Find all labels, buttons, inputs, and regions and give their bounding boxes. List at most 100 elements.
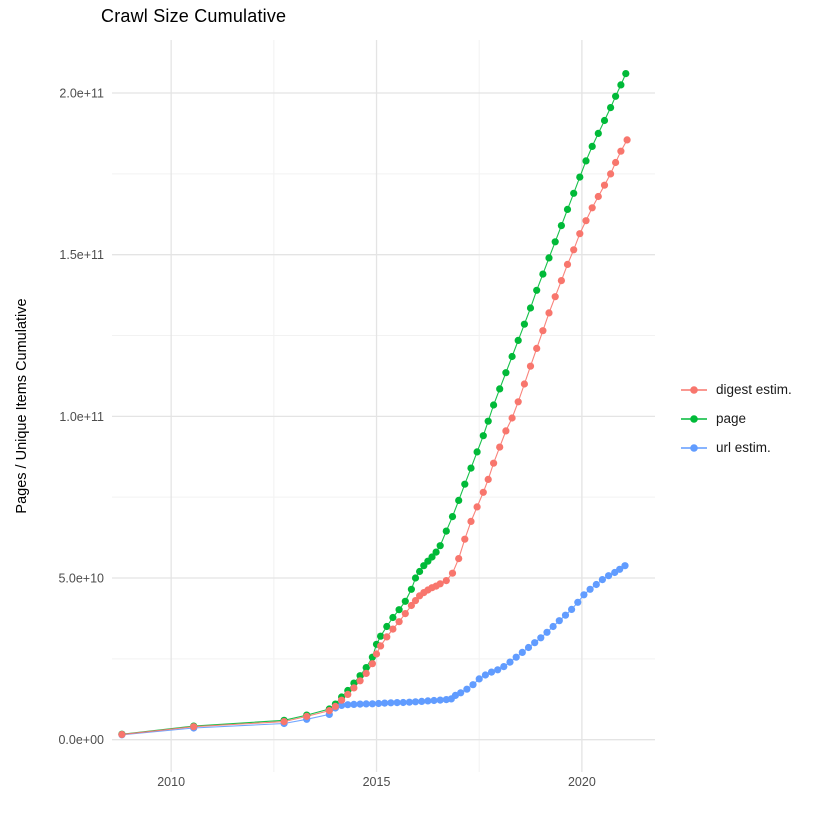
data-point-page [551, 238, 559, 246]
data-point-url-estim- [362, 700, 370, 708]
data-point-url-estim- [469, 681, 477, 689]
data-point-digest-estim- [338, 696, 346, 704]
data-point-url-estim- [555, 617, 563, 625]
data-point-digest-estim- [303, 712, 311, 721]
data-point-digest-estim- [411, 597, 420, 605]
data-point-page [514, 336, 522, 344]
data-point-url-estim- [430, 696, 438, 705]
data-point-digest-estim- [344, 690, 352, 699]
data-point-digest-estim- [401, 610, 409, 618]
data-point-url-estim- [487, 668, 496, 676]
data-point-digest-estim- [551, 293, 559, 301]
data-point-page [490, 401, 498, 409]
data-point-digest-estim- [383, 633, 391, 641]
data-point-digest-estim- [280, 718, 288, 726]
data-point-page [467, 464, 475, 472]
data-point-digest-estim- [190, 723, 198, 731]
data-point-url-estim- [344, 701, 352, 709]
data-point-url-estim- [436, 696, 444, 704]
data-point-digest-estim- [377, 642, 385, 650]
data-point-page [582, 157, 590, 165]
data-point-digest-estim- [612, 158, 620, 167]
data-point-page [617, 81, 625, 89]
data-point-page [389, 613, 397, 622]
data-point-digest-estim- [557, 277, 566, 285]
data-point-page [520, 320, 529, 328]
data-point-digest-estim- [520, 380, 529, 388]
legend-item-page: page [681, 408, 792, 429]
data-point-url-estim- [605, 572, 613, 580]
data-point-url-estim- [338, 701, 346, 710]
data-point-url-estim- [537, 634, 545, 642]
legend-item-url-estim: url estim. [681, 437, 792, 458]
data-point-url-estim- [405, 698, 413, 706]
data-point-page [557, 222, 566, 230]
data-point-page [526, 304, 535, 312]
data-point-url-estim- [592, 580, 600, 589]
data-point-digest-estim- [368, 660, 376, 668]
x-tick-label: 2015 [363, 775, 391, 789]
legend-key-url-estim-icon [681, 443, 707, 452]
data-point-digest-estim- [118, 730, 126, 739]
series-line-page [121, 73, 627, 735]
data-point-page [377, 632, 385, 640]
data-point-digest-estim- [600, 181, 609, 189]
data-point-url-estim- [580, 591, 588, 599]
data-point-url-estim- [518, 648, 526, 657]
data-point-page [432, 548, 440, 556]
data-point-digest-estim- [436, 580, 444, 588]
y-tick-label: 2.0e+11 [59, 87, 104, 101]
data-point-url-estim- [393, 699, 401, 707]
data-point-page [428, 553, 436, 561]
data-point-digest-estim- [582, 217, 590, 225]
y-tick-label: 1.5e+11 [59, 248, 104, 262]
data-point-digest-estim- [514, 398, 522, 406]
data-point-url-estim- [574, 598, 582, 606]
data-point-page [473, 448, 481, 456]
data-point-page [612, 92, 620, 100]
data-point-url-estim- [457, 689, 465, 697]
data-point-digest-estim- [479, 488, 487, 496]
y-tick-label: 1.0e+11 [59, 410, 104, 424]
data-point-url-estim- [381, 699, 389, 707]
data-point-page [576, 173, 584, 181]
data-point-digest-estim- [496, 443, 504, 451]
data-point-url-estim- [598, 576, 607, 584]
x-tick-label: 2020 [568, 775, 596, 789]
data-point-digest-estim- [594, 192, 602, 201]
data-point-url-estim- [621, 562, 629, 570]
data-point-url-estim- [549, 622, 557, 631]
data-point-digest-estim- [395, 618, 403, 626]
data-point-digest-estim- [563, 260, 572, 268]
data-point-digest-estim- [350, 684, 358, 692]
data-point-digest-estim- [372, 650, 381, 658]
legend-key-digest-icon [681, 385, 707, 394]
data-point-page [539, 270, 547, 278]
data-point-page [436, 542, 444, 550]
data-point-digest-estim- [484, 475, 492, 483]
data-point-page [356, 672, 364, 680]
data-point-url-estim- [411, 698, 420, 706]
legend: digest estim. page url estim. [681, 379, 792, 458]
legend-item-digest-estim: digest estim. [681, 379, 792, 400]
data-point-url-estim- [568, 605, 576, 614]
y-tick-label: 5.0e+10 [58, 572, 104, 586]
data-point-page [416, 567, 424, 576]
data-point-url-estim- [531, 639, 539, 647]
data-point-digest-estim- [389, 625, 397, 633]
data-point-digest-estim- [588, 204, 596, 212]
data-point-page [594, 129, 602, 137]
legend-label-digest-estim: digest estim. [716, 382, 792, 397]
data-point-page [622, 70, 630, 78]
data-point-page [607, 104, 615, 112]
data-point-page [401, 597, 409, 605]
data-point-digest-estim- [533, 344, 541, 352]
data-point-url-estim- [424, 697, 432, 705]
data-point-url-estim- [494, 666, 502, 674]
data-point-page [563, 205, 572, 213]
data-point-digest-estim- [607, 170, 615, 178]
data-point-page [448, 513, 457, 521]
data-point-digest-estim- [461, 535, 469, 543]
